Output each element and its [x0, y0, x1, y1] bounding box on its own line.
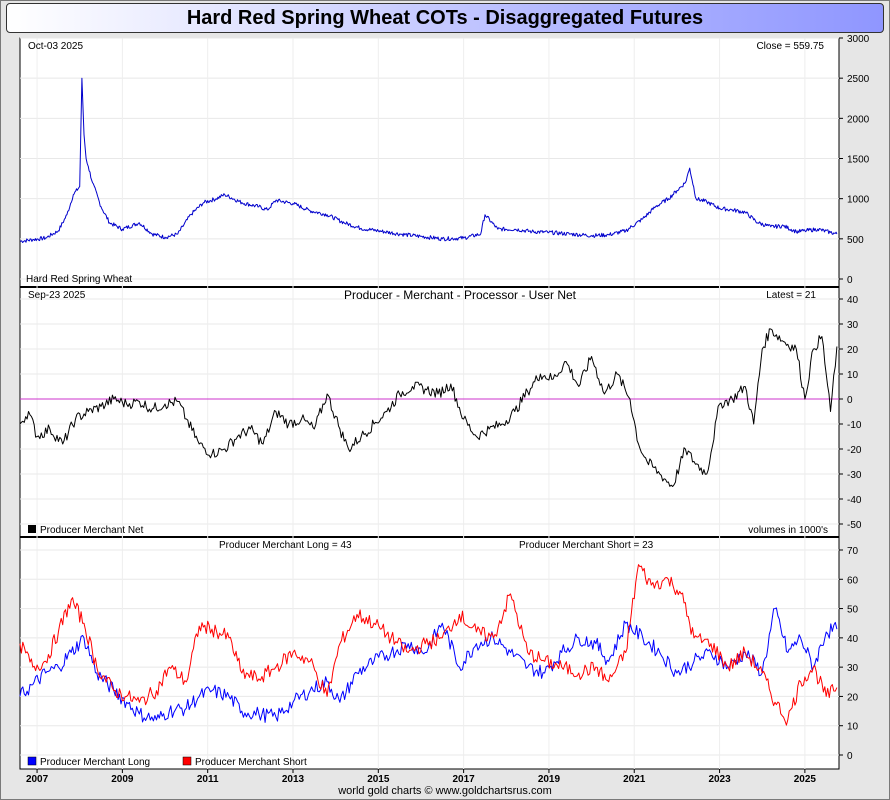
y-tick-label: 10: [847, 370, 859, 381]
y-tick-label: -30: [847, 470, 862, 481]
series-producer-merchant-long: [19, 607, 838, 723]
series-hard-red-spring-wheat: [20, 77, 838, 243]
x-tick-label: 2017: [453, 774, 476, 785]
x-tick-label: 2007: [26, 774, 49, 785]
net-legend-label: Producer Merchant Net: [40, 525, 144, 536]
footer-credit: world gold charts © www.goldchartsrus.co…: [338, 785, 552, 797]
y-tick-label: 40: [847, 634, 859, 645]
y-tick-label: 0: [847, 395, 853, 406]
y-tick-label: 40: [847, 295, 859, 306]
x-tick-label: 2019: [538, 774, 561, 785]
x-tick-label: 2021: [623, 774, 646, 785]
price-legend-label: Hard Red Spring Wheat: [26, 274, 132, 285]
page-title: Hard Red Spring Wheat COTs - Disaggregat…: [6, 3, 884, 33]
y-tick-label: -40: [847, 495, 862, 506]
y-tick-label: 2500: [847, 74, 870, 85]
y-tick-label: -10: [847, 420, 862, 431]
net-title: Producer - Merchant - Processor - User N…: [344, 288, 577, 302]
y-tick-label: 20: [847, 692, 859, 703]
net-units-label: volumes in 1000's: [748, 525, 828, 536]
y-tick-label: 3000: [847, 34, 870, 45]
price-panel: [19, 37, 840, 288]
y-tick-label: 1500: [847, 155, 870, 166]
long-legend-label: Producer Merchant Long: [40, 757, 150, 768]
series-producer-merchant-short: [19, 564, 838, 726]
x-axis-ticks: 2007 2009 2011 2013 2015 2017 2019 2021 2023 2025: [26, 769, 816, 785]
short-legend-label: Producer Merchant Short: [195, 757, 307, 768]
y-axis-ticks: 050010001500200025003000-50-40-30-20-100…: [839, 34, 870, 762]
y-tick-label: 500: [847, 235, 864, 246]
short-value-label: Producer Merchant Short = 23: [519, 540, 654, 551]
long-short-panel: [19, 536, 840, 770]
y-tick-label: 60: [847, 575, 859, 586]
price-date-label: Oct-03 2025: [28, 41, 83, 52]
x-tick-label: 2013: [282, 774, 305, 785]
y-tick-label: -20: [847, 445, 862, 456]
x-tick-label: 2009: [111, 774, 134, 785]
x-tick-label: 2015: [367, 774, 390, 785]
net-date-label: Sep-23 2025: [28, 290, 86, 301]
price-close-label: Close = 559.75: [756, 41, 824, 52]
y-tick-label: 0: [847, 275, 853, 286]
net-panel: [19, 286, 840, 538]
series-layer: [19, 77, 838, 726]
y-tick-label: -50: [847, 520, 862, 531]
y-tick-label: 10: [847, 722, 859, 733]
y-tick-label: 50: [847, 605, 859, 616]
long-value-label: Producer Merchant Long = 43: [219, 540, 352, 551]
y-tick-label: 0: [847, 751, 853, 762]
long-legend-swatch: [27, 756, 37, 766]
net-legend-swatch: [28, 525, 36, 533]
series-producer-merchant-net: [19, 328, 838, 487]
y-tick-label: 70: [847, 546, 859, 557]
x-tick-label: 2011: [197, 774, 219, 785]
y-tick-label: 1000: [847, 195, 870, 206]
x-tick-label: 2025: [794, 774, 817, 785]
y-tick-label: 20: [847, 345, 859, 356]
net-latest-label: Latest = 21: [766, 290, 816, 301]
y-tick-label: 30: [847, 320, 859, 331]
y-tick-label: 2000: [847, 114, 870, 125]
y-tick-label: 30: [847, 663, 859, 674]
short-legend-swatch: [182, 756, 192, 766]
x-tick-label: 2023: [708, 774, 731, 785]
